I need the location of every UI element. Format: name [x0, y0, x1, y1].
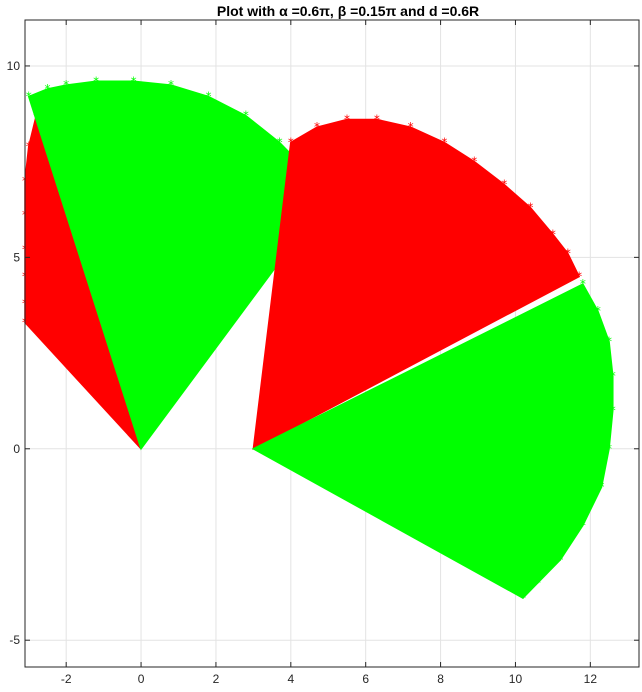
series-2-point: *: [527, 201, 533, 215]
series-2-point: *: [314, 120, 320, 134]
series-2-point: *: [441, 136, 447, 150]
series-2-point: *: [374, 113, 380, 127]
x-tick-label: 2: [213, 672, 220, 686]
series-3-point: *: [520, 591, 526, 605]
series-1-point: *: [205, 90, 211, 104]
series-1-point: *: [26, 90, 32, 104]
series-3-fan: [251, 283, 614, 600]
series-2-point: *: [288, 136, 294, 150]
series-1-point: *: [243, 109, 249, 123]
series-3-point: *: [557, 553, 563, 567]
x-tick-label: 4: [287, 672, 294, 686]
series-2: * * * * * * * * * * * *: [252, 113, 582, 451]
x-tick-label: 6: [362, 672, 369, 686]
y-tick-label: 5: [13, 250, 20, 264]
series-2-point: *: [576, 270, 582, 284]
data-layer: ****************************************…: [22, 74, 616, 605]
axes-layer: -2 0 2 4 6 8 10 12 -5 0 5 10: [7, 19, 640, 686]
plot-box: [24, 19, 640, 668]
series-3-point: *: [610, 403, 616, 417]
x-tick-label: 12: [584, 672, 598, 686]
series-2-point: *: [471, 155, 477, 169]
series-3-point: *: [580, 277, 586, 291]
series-3-point: *: [595, 304, 601, 318]
series-3-point: *: [610, 369, 616, 383]
series-1-point: *: [168, 78, 174, 92]
series-2-point: *: [501, 178, 507, 192]
series-2-fan: [252, 118, 581, 451]
series-0-point: *: [26, 139, 32, 153]
series-3-point: *: [606, 442, 612, 456]
y-tick-label: -5: [9, 633, 20, 647]
series-3-point: *: [580, 518, 586, 532]
chart-title: Plot with α =0.6π, β =0.15π and d =0.6R: [217, 3, 479, 19]
series-3-point: *: [606, 335, 612, 349]
series-1-point: *: [63, 78, 69, 92]
series-3: * * * * * * * * * * *: [251, 277, 616, 605]
x-tick-label: -2: [61, 672, 72, 686]
series-3-point: *: [535, 576, 541, 590]
series-1-point: *: [131, 74, 137, 88]
series-1-point: *: [277, 136, 283, 150]
series-1-point: *: [44, 82, 50, 96]
series-2-point: *: [550, 227, 556, 241]
x-tick-label: 0: [138, 672, 145, 686]
y-tick-label: 10: [7, 59, 21, 73]
x-tick-label: 8: [437, 672, 444, 686]
series-2-point: *: [408, 120, 414, 134]
x-tick-label: 10: [509, 672, 523, 686]
series-2-point: *: [344, 113, 350, 127]
y-tick-label: 0: [13, 442, 20, 456]
series-1-point: *: [93, 74, 99, 88]
series-3-point: *: [599, 480, 605, 494]
series-2-point: *: [565, 247, 571, 261]
